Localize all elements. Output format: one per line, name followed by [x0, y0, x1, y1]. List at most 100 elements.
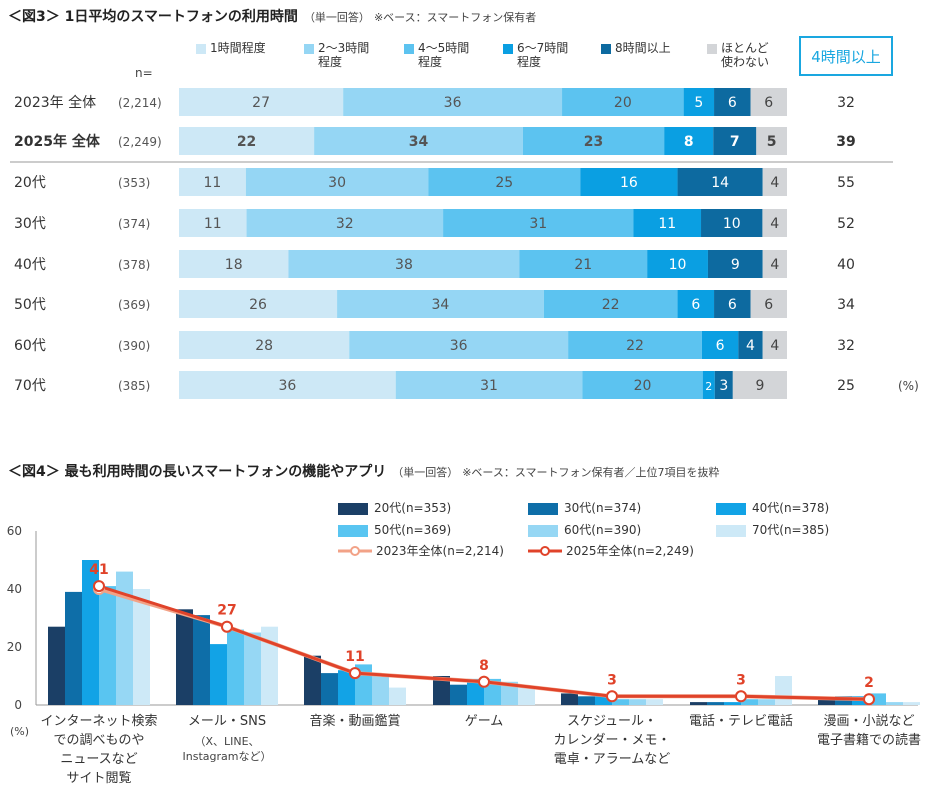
- fig3-bar-segment: [582, 371, 703, 399]
- fig3-bar-value: 8: [684, 134, 694, 150]
- fig3-bar-segment: [343, 88, 563, 116]
- fig4-bar: [758, 699, 775, 705]
- fig3-bar-value: 4: [770, 216, 779, 232]
- fig4-bar: [818, 699, 835, 705]
- fig3-bar-value: 5: [767, 134, 777, 150]
- fig4-line-point: [735, 690, 747, 703]
- fig4-line-point: [606, 690, 618, 703]
- fig3-bar-value: 11: [204, 216, 222, 232]
- fig4-bar: [835, 696, 852, 705]
- fig3-bar-value: 36: [278, 378, 296, 394]
- fig3-bar-segment: [179, 331, 350, 359]
- fig3-bar-segment: [246, 209, 444, 237]
- fig3-bar-value: 38: [395, 257, 413, 273]
- fig4-bar: [244, 632, 261, 705]
- fig3-bar-value: 30: [328, 175, 346, 191]
- fig3-bar-segment: [647, 250, 708, 278]
- fig3-bar-value: 4: [746, 338, 755, 354]
- fig3-bar-segment: [562, 88, 684, 116]
- fig4-legend-label: 20代(n=353): [374, 501, 452, 515]
- fig3-bar-value: 32: [336, 216, 354, 232]
- fig4-legend-line-swatch: [338, 546, 372, 556]
- fig4-bar: [595, 696, 612, 705]
- fig3-bar-segment: [179, 250, 289, 278]
- fig4-legend-line-swatch: [528, 546, 562, 556]
- fig4-legend-label: 60代(n=390): [564, 523, 642, 537]
- fig3-bar-value: 5: [694, 95, 703, 111]
- fig3-total-4h-plus: 55: [837, 175, 855, 191]
- fig3-total-4h-plus: 39: [836, 134, 855, 150]
- fig3-bar-value: 22: [626, 338, 644, 354]
- fig3-legend-label: ほとんど 使わない: [721, 41, 770, 69]
- fig4-bar: [82, 560, 99, 705]
- fig3-bar-value: 6: [728, 95, 737, 111]
- fig4-legend-label: 30代(n=374): [564, 501, 642, 515]
- fig3-legend-label: 8時間以上: [615, 41, 671, 55]
- fig3-badge-4h-plus: 4時間以上: [799, 36, 893, 76]
- fig3-bar-value: 14: [711, 175, 729, 191]
- fig3-bar-segment: [443, 209, 634, 237]
- fig3-row-label: 2025年 全体: [14, 133, 101, 150]
- fig4-bar: [629, 699, 646, 705]
- fig4-bar: [99, 586, 116, 705]
- fig3-legend-swatch: [196, 44, 206, 54]
- fig3-legend-swatch: [503, 44, 513, 54]
- fig4-legend-label: 2023年全体(n=2,214): [376, 544, 504, 558]
- fig3-bar-segment: [179, 209, 247, 237]
- fig3-unit: (%): [898, 379, 919, 393]
- fig4-bar: [193, 615, 210, 705]
- fig4-bar: [133, 589, 150, 705]
- fig3-bar-value: 22: [237, 134, 256, 150]
- fig4-bar: [176, 609, 193, 705]
- fig4-bar: [741, 699, 758, 705]
- fig4-bar: [501, 681, 518, 705]
- fig3-bar-segment: [337, 290, 544, 318]
- fig3-bar-segment: [349, 331, 569, 359]
- fig4-bar: [372, 676, 389, 705]
- fig4-bar: [869, 693, 886, 705]
- fig4-bar: [450, 684, 467, 705]
- fig3-bar-value: 31: [480, 378, 498, 394]
- fig3-bar-value: 11: [204, 175, 222, 191]
- fig3-subtitle: （単一回答）: [303, 11, 370, 24]
- fig3-title-text: ＜図3＞ 1日平均のスマートフォンの利用時間: [8, 9, 298, 25]
- fig4-category-label: インターネット検索: [40, 714, 157, 729]
- fig4-bar: [561, 693, 578, 705]
- fig4-legend-label: 70代(n=385): [752, 523, 830, 537]
- fig3-bar-segment: [245, 168, 429, 196]
- fig4-line-data-label: 2: [864, 675, 874, 691]
- fig3-bar-segment: [677, 168, 763, 196]
- fig3-bar-segment: [664, 127, 714, 155]
- fig3-bar-segment: [179, 88, 344, 116]
- fig4-bar: [321, 673, 338, 705]
- fig3-bar-segment: [701, 209, 763, 237]
- fig3-row-n: (374): [118, 217, 150, 231]
- fig3-bar-segment: [762, 250, 787, 278]
- fig4-y-tick: 60: [7, 524, 22, 538]
- fig4-category-label: 電子書籍での読書: [817, 732, 921, 748]
- fig3-legend-label: 2～3時間 程度: [318, 41, 370, 69]
- fig3-bar-value: 4: [770, 175, 779, 191]
- fig3-row-n: (353): [118, 176, 150, 190]
- fig3-bar-value: 18: [225, 257, 243, 273]
- fig4-line-point: [221, 620, 233, 633]
- fig4-category-label: ニュースなど: [60, 752, 137, 767]
- fig3-row-label: 20代: [14, 175, 46, 191]
- fig3-bar-segment: [714, 290, 751, 318]
- fig4-bar: [646, 699, 663, 705]
- fig3-bar-segment: [179, 127, 315, 155]
- fig3-row-n: (385): [118, 379, 150, 393]
- fig4-title-text: ＜図4＞ 最も利用時間の長いスマートフォンの機能やアプリ: [8, 464, 387, 480]
- fig4-title: ＜図4＞ 最も利用時間の長いスマートフォンの機能やアプリ （単一回答） ※ベース：ス…: [8, 461, 720, 481]
- fig3-row-label: 30代: [14, 216, 46, 232]
- fig4-bar: [389, 687, 406, 705]
- fig3-row-n: (2,249): [118, 135, 162, 149]
- fig3-bar-value: 25: [495, 175, 513, 191]
- fig4-bar: [48, 626, 65, 705]
- fig4-category-label: 電話・テレビ電話: [689, 713, 793, 729]
- fig4-bar: [65, 591, 82, 705]
- fig3-bar-value: 4: [770, 338, 779, 354]
- fig4-bar: [886, 702, 903, 705]
